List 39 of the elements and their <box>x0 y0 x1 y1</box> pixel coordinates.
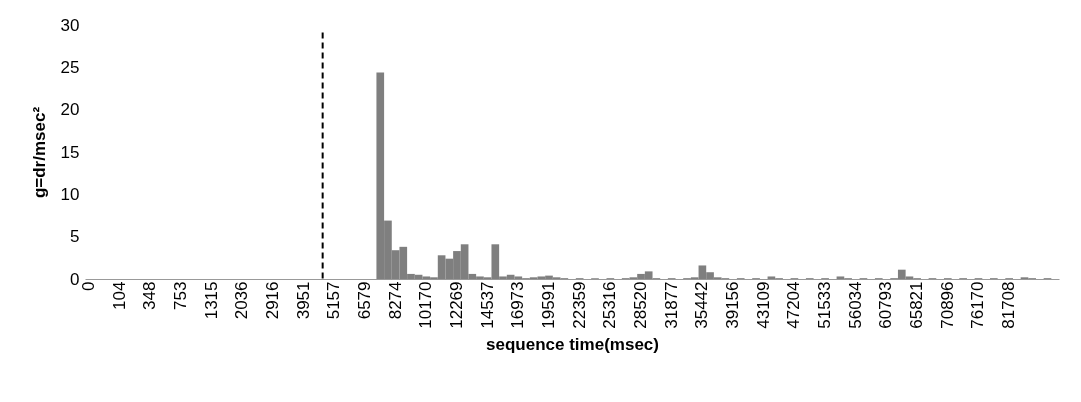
x-tick-label: 81708 <box>999 281 1019 329</box>
x-tick-label: 43109 <box>753 281 773 329</box>
x-tick-label: 35442 <box>692 281 712 329</box>
x-tick-label: 104 <box>109 281 129 310</box>
x-tick-label: 0 <box>78 281 98 291</box>
x-tick-label: 31877 <box>661 281 681 329</box>
x-tick-label: 76170 <box>968 281 988 329</box>
y-tick-label: 15 <box>60 142 80 162</box>
y-tick-label: 30 <box>60 15 80 35</box>
x-tick-label: 753 <box>170 281 190 310</box>
x-tick-label: 60793 <box>876 281 896 329</box>
x-tick-label: 19591 <box>538 281 558 329</box>
y-axis-title: g=dr/msec² <box>29 106 49 199</box>
x-tick-label: 70896 <box>937 281 957 329</box>
x-tick-label: 47204 <box>784 281 804 329</box>
x-tick-label: 8274 <box>385 281 405 320</box>
y-tick-label: 20 <box>60 100 80 120</box>
x-tick-label: 14537 <box>477 281 497 329</box>
x-tick-label: 22359 <box>569 281 589 329</box>
x-tick-label: 2036 <box>232 281 252 320</box>
x-tick-label: 39156 <box>723 281 743 329</box>
x-axis-title: sequence time(msec) <box>486 334 659 354</box>
x-tick-label: 65821 <box>907 281 927 329</box>
y-tick-label: 10 <box>60 184 80 204</box>
x-tick-label: 6579 <box>354 281 374 320</box>
x-tick-label: 5157 <box>324 281 344 320</box>
x-tick-label: 25316 <box>600 281 620 329</box>
x-tick-label: 51533 <box>815 281 835 329</box>
x-tick-label: 1315 <box>201 281 221 320</box>
x-tick-label: 16973 <box>508 281 528 329</box>
x-tick-label: 348 <box>140 281 160 310</box>
y-tick-label: 25 <box>60 57 80 77</box>
x-tick-label: 3951 <box>293 281 313 320</box>
x-tick-label: 28520 <box>631 281 651 329</box>
x-tick-label: 56034 <box>845 281 865 329</box>
x-tick-label: 2916 <box>262 281 282 320</box>
x-tick-label: 12269 <box>446 281 466 329</box>
x-tick-label: 10170 <box>416 281 436 329</box>
y-tick-label: 5 <box>70 227 80 247</box>
